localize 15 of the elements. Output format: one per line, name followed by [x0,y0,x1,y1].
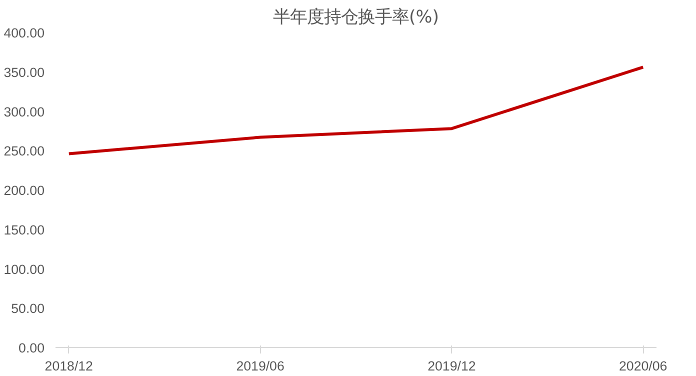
y-tick-label: 150.00 [4,222,44,238]
y-tick-label: 0.00 [18,340,45,356]
x-tick-label: 2018/12 [44,358,93,374]
x-tick-label: 2019/12 [428,358,476,374]
x-tick-label: 2019/06 [236,358,284,374]
y-tick-label: 200.00 [4,183,44,198]
y-tick-label: 350.00 [4,64,44,80]
y-tick-label: 100.00 [4,262,44,277]
line-series [67,66,645,156]
y-tick-label: 50.00 [11,301,45,316]
y-tick-label: 300.00 [4,104,44,120]
y-tick-label: 400.00 [4,26,44,40]
y-tick-label: 250.00 [4,144,44,159]
x-tick-label: 2020/06 [619,358,668,374]
chart-title: 半年度持仓换手率(%) [273,8,440,28]
